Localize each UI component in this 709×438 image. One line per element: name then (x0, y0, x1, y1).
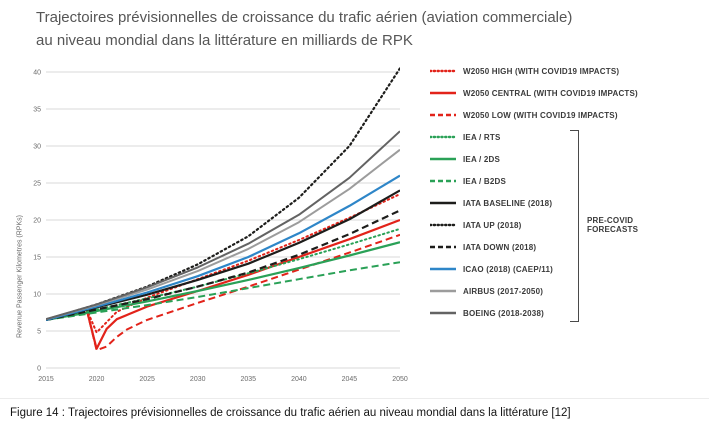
legend-label: AIRBUS (2017-2050) (463, 286, 544, 296)
legend-swatch (430, 91, 456, 95)
series-line (46, 241, 400, 321)
pre-covid-bracket (570, 130, 579, 322)
legend-item: IEA / B2DS (424, 170, 706, 192)
y-tick-label: 40 (33, 70, 41, 77)
series-line (46, 261, 400, 321)
x-tick-label: 2025 (139, 376, 155, 383)
legend-item: IEA / 2DS (424, 148, 706, 170)
legend-label: W2050 LOW (WITH COVID19 IMPACTS) (463, 110, 618, 120)
pre-covid-label: PRE-COVID FORECASTS (587, 216, 639, 234)
legend-swatch (430, 157, 456, 161)
legend-swatch (430, 135, 456, 139)
legend-swatch (430, 311, 456, 315)
y-tick-label: 20 (33, 218, 41, 225)
legend-label: ICAO (2018) (CAEP/11) (463, 264, 554, 274)
legend-item: W2050 HIGH (WITH COVID19 IMPACTS) (424, 60, 706, 82)
x-tick-label: 2050 (392, 376, 408, 383)
figure-caption: Figure 14 : Trajectoires prévisionnelles… (10, 407, 571, 419)
y-tick-label: 10 (33, 292, 41, 299)
x-tick-label: 2020 (89, 376, 105, 383)
x-tick-label: 2030 (190, 376, 206, 383)
legend-swatch (430, 289, 456, 293)
x-tick-label: 2015 (38, 376, 54, 383)
legend-label: IEA / B2DS (463, 176, 507, 186)
y-tick-label: 30 (33, 144, 41, 151)
y-tick-label: 35 (33, 107, 41, 114)
y-tick-label: 15 (33, 255, 41, 262)
legend-swatch (430, 223, 456, 227)
legend-items: W2050 HIGH (WITH COVID19 IMPACTS) W2050 C… (424, 60, 706, 324)
series-line (46, 193, 400, 334)
legend-swatch (430, 245, 456, 249)
chart-title: Trajectoires prévisionnelles de croissan… (36, 9, 573, 50)
legend-label: BOEING (2018-2038) (463, 308, 544, 318)
y-axis-label: Revenue Passenger Kilometres (RPKs) (16, 215, 24, 338)
legend-item: BOEING (2018-2038) (424, 302, 706, 324)
chart-legend: W2050 HIGH (WITH COVID19 IMPACTS) W2050 C… (424, 60, 706, 324)
legend-item: IEA / RTS (424, 126, 706, 148)
legend-item: AIRBUS (2017-2050) (424, 280, 706, 302)
x-tick-label: 2035 (240, 376, 256, 383)
legend-item: W2050 CENTRAL (WITH COVID19 IMPACTS) (424, 82, 706, 104)
legend-swatch (430, 201, 456, 205)
y-tick-label: 0 (37, 366, 41, 373)
legend-swatch (430, 267, 456, 271)
x-tick-label: 2045 (342, 376, 358, 383)
legend-label: W2050 CENTRAL (WITH COVID19 IMPACTS) (463, 88, 638, 98)
legend-item: IATA BASELINE (2018) (424, 192, 706, 214)
y-tick-label: 25 (33, 181, 41, 188)
legend-label: IEA / RTS (463, 132, 501, 142)
legend-label: W2050 HIGH (WITH COVID19 IMPACTS) (463, 66, 620, 76)
legend-item: W2050 LOW (WITH COVID19 IMPACTS) (424, 104, 706, 126)
legend-swatch (430, 113, 456, 117)
legend-label: IEA / 2DS (463, 154, 501, 164)
series-line (46, 209, 400, 321)
legend-item: IATA UP (2018) (424, 214, 706, 236)
y-tick-label: 5 (37, 329, 41, 336)
caption-divider (0, 398, 709, 399)
series-line (46, 130, 400, 321)
x-tick-label: 2040 (291, 376, 307, 383)
legend-label: IATA BASELINE (2018) (463, 198, 553, 208)
chart-region: Revenue Passenger Kilometres (RPKs) 0 5 10… (6, 56, 416, 386)
legend-label: IATA DOWN (2018) (463, 242, 537, 252)
legend-swatch (430, 69, 456, 73)
legend-item: IATA DOWN (2018) (424, 236, 706, 258)
legend-item: ICAO (2018) (CAEP/11) (424, 258, 706, 280)
legend-swatch (430, 179, 456, 183)
legend-label: IATA UP (2018) (463, 220, 522, 230)
series-line (46, 174, 400, 321)
series-line (46, 233, 400, 352)
